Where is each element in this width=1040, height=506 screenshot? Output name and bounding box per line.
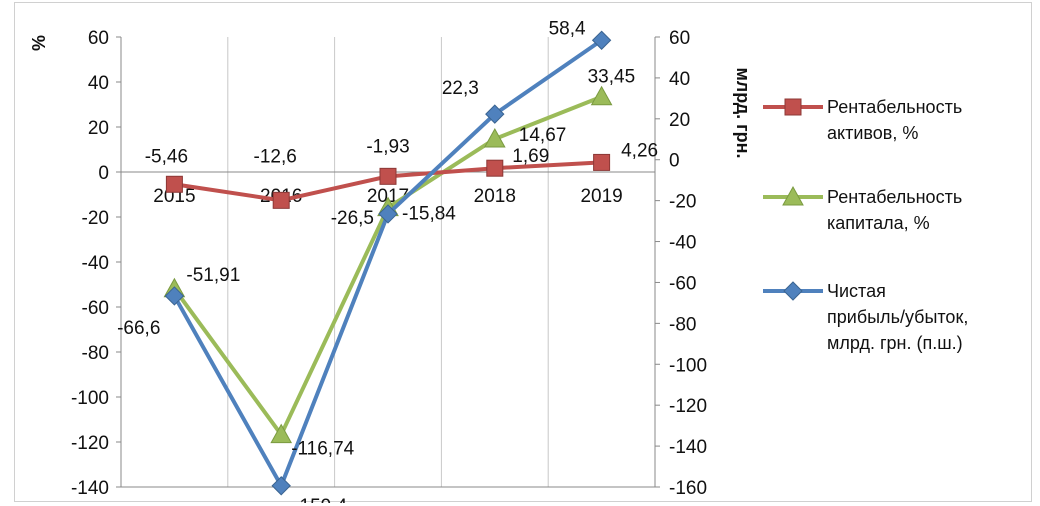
y-right-tick-label: 60 xyxy=(669,28,690,49)
y-right-tick-label: 0 xyxy=(669,151,680,172)
y-right-axis-label: млрд. грн. xyxy=(733,67,753,158)
y-left-tick-label: 20 xyxy=(88,118,109,139)
legend-label: капитала, % xyxy=(827,213,930,233)
y-right-tick-label: 20 xyxy=(669,110,690,131)
data-point-0 xyxy=(379,167,397,185)
y-right-tick-label: -80 xyxy=(669,314,696,335)
data-label: 22,3 xyxy=(442,78,479,99)
data-label: -159,4 xyxy=(293,496,347,503)
x-tick-label: 2015 xyxy=(153,186,195,207)
data-label: 4,26 xyxy=(621,140,658,161)
data-label: -5,46 xyxy=(145,146,188,167)
chart-frame: 60 40 20 0 -20 -40 -60 -80 -100 -120 -140% 60 40 20 0 -… xyxy=(14,2,1032,503)
y-left-tick-label: -80 xyxy=(82,343,109,364)
legend-label: активов, % xyxy=(827,123,918,143)
y-right-tick-label: -60 xyxy=(669,273,696,294)
x-tick-label: 2019 xyxy=(580,186,622,207)
y-right-tick-label: -20 xyxy=(669,192,696,213)
y-left-tick-label: -140 xyxy=(71,478,109,499)
data-label: -26,5 xyxy=(331,208,374,229)
y-left-tick-label: -120 xyxy=(71,433,109,454)
legend-label: прибыль/убыток, xyxy=(827,307,968,327)
data-label: -116,74 xyxy=(291,439,354,460)
legend-marker-1 xyxy=(782,185,804,206)
data-point-0 xyxy=(486,159,504,177)
y-right-tick-label: -120 xyxy=(669,396,707,417)
legend-label: Рентабельность xyxy=(827,97,962,117)
data-point-0 xyxy=(165,175,183,193)
y-right-tick-label: -100 xyxy=(669,355,707,376)
y-right-tick-label: -40 xyxy=(669,233,696,254)
legend-marker-2 xyxy=(783,281,803,301)
y-left-tick-label: -20 xyxy=(82,208,109,229)
data-label: -15,84 xyxy=(402,204,456,225)
x-tick-label: 2018 xyxy=(474,186,516,207)
y-right-tick-label: -160 xyxy=(669,478,707,499)
data-label: 33,45 xyxy=(588,67,636,88)
data-point-2 xyxy=(378,204,398,224)
y-left-axis-label: % xyxy=(29,35,49,51)
combo-line-chart: 60 40 20 0 -20 -40 -60 -80 -100 -120 -140% 60 40 20 0 -… xyxy=(29,18,968,503)
data-label: -66,6 xyxy=(117,318,160,339)
data-label: 14,67 xyxy=(519,125,567,146)
y-left-tick-label: 0 xyxy=(98,163,109,184)
y-left-tick-label: -60 xyxy=(82,298,109,319)
data-label: 1,69 xyxy=(512,146,549,167)
data-label: -12,6 xyxy=(254,146,297,167)
data-label: -1,93 xyxy=(366,136,409,157)
data-point-1 xyxy=(590,85,613,106)
series-line-2 xyxy=(172,38,603,488)
legend-label: Рентабельность xyxy=(827,187,962,207)
data-label: -51,91 xyxy=(186,265,240,286)
data-point-0 xyxy=(593,153,611,171)
data-point-2 xyxy=(271,476,291,496)
legend-label: Чистая xyxy=(827,281,886,301)
data-point-1 xyxy=(270,423,293,444)
y-left-tick-label: -40 xyxy=(82,253,109,274)
y-left-tick-label: 40 xyxy=(88,73,109,94)
data-point-1 xyxy=(483,127,506,148)
legend-marker-0 xyxy=(784,98,802,116)
y-left-tick-label: 60 xyxy=(88,28,109,49)
legend-label: млрд. грн. (п.ш.) xyxy=(827,333,963,353)
y-left-tick-label: -100 xyxy=(71,388,109,409)
data-label: 58,4 xyxy=(549,18,586,39)
data-point-0 xyxy=(272,191,290,209)
data-point-2 xyxy=(485,104,505,124)
data-point-2 xyxy=(164,286,185,306)
data-point-2 xyxy=(591,30,612,50)
y-right-tick-label: 40 xyxy=(669,69,690,90)
y-right-tick-label: -140 xyxy=(669,437,707,458)
